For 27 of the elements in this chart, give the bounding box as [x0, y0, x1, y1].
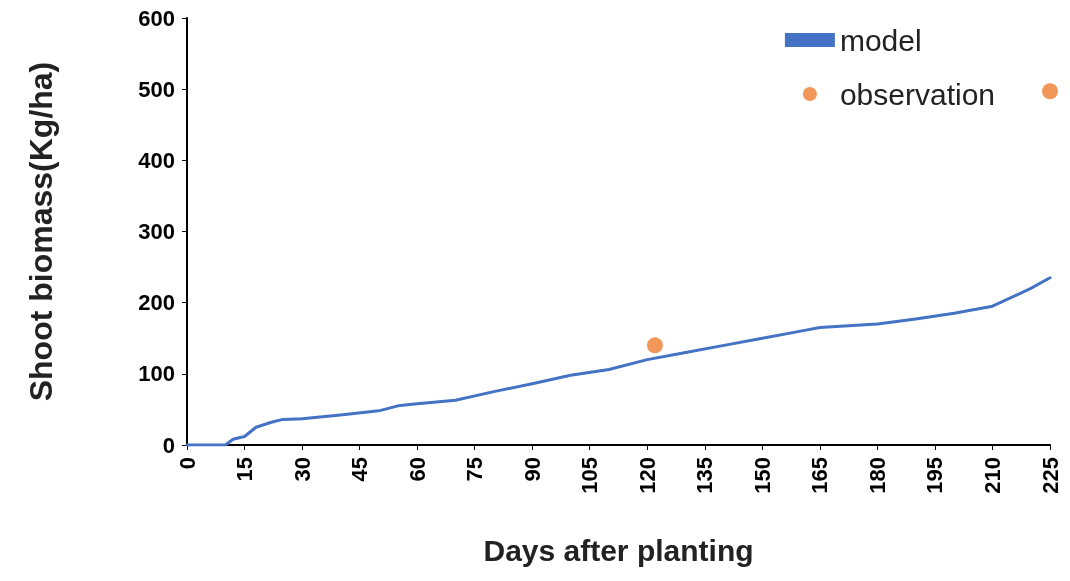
- x-tick-label: 15: [232, 457, 258, 482]
- y-tick-label: 500: [138, 76, 175, 102]
- x-tick-label: 195: [922, 457, 948, 494]
- y-axis-title: Shoot biomass(Kg/ha): [23, 61, 59, 402]
- y-tick-label: 300: [138, 219, 175, 244]
- x-tick-label: 135: [692, 457, 718, 494]
- x-tick-label: 30: [289, 457, 315, 482]
- x-tick-label: 165: [807, 457, 833, 494]
- x-axis-title: Days after planting: [483, 533, 754, 567]
- y-tick-label: 200: [138, 290, 175, 316]
- x-tick-label: 120: [634, 457, 660, 494]
- y-tick-label: 100: [138, 361, 175, 387]
- x-tick-label: 180: [864, 457, 890, 494]
- y-tick-label: 400: [138, 147, 175, 173]
- y-tick-label: 0: [162, 432, 175, 458]
- y-tick-label: 600: [138, 5, 175, 31]
- x-tick-label: 45: [347, 457, 373, 482]
- x-tick-label: 75: [462, 457, 488, 482]
- x-tick-label: 0: [174, 457, 200, 470]
- x-tick-label: 225: [1037, 457, 1063, 494]
- x-tick-label: 150: [749, 457, 775, 494]
- x-tick-label: 105: [577, 457, 603, 494]
- x-tick-label: 210: [979, 457, 1005, 494]
- x-tick-label: 60: [404, 457, 430, 482]
- legend-label: model: [839, 23, 922, 57]
- x-tick-label: 90: [519, 457, 545, 482]
- legend-label: observation: [839, 77, 996, 111]
